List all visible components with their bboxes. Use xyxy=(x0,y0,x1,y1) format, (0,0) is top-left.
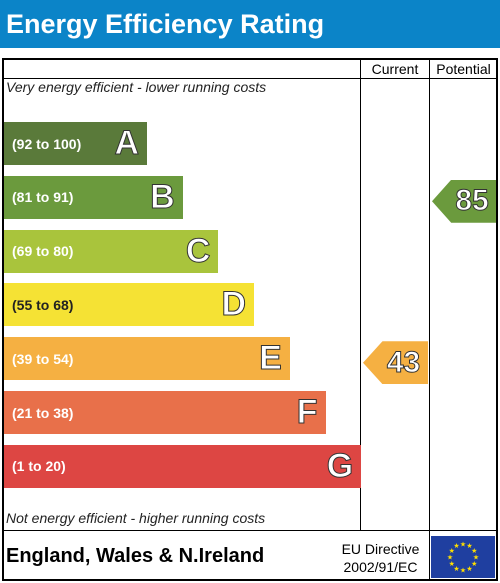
star-icon: ★ xyxy=(473,554,479,562)
eu-flag-icon: ★ ★★★★★★★★★★★ xyxy=(431,536,495,578)
band-range-label: (1 to 20) xyxy=(12,458,66,475)
column-divider-potential xyxy=(429,59,430,581)
star-icon: ★ xyxy=(449,560,455,568)
bottom-note: Not energy efficient - higher running co… xyxy=(6,510,266,526)
region-label: England, Wales & N.Ireland xyxy=(6,545,265,567)
band-range-label: (55 to 68) xyxy=(12,296,74,313)
header-row-divider xyxy=(3,78,497,79)
column-header-current: Current xyxy=(371,61,419,77)
band-range-label: (21 to 38) xyxy=(12,404,74,421)
band-letter: D xyxy=(221,285,247,324)
column-header-potential: Potential xyxy=(436,61,491,77)
star-icon: ★ xyxy=(453,565,459,573)
band-letter: A xyxy=(114,124,140,163)
band-letter: B xyxy=(150,177,176,216)
band-range-label: (69 to 80) xyxy=(12,243,74,260)
star-icon: ★ xyxy=(460,541,466,549)
band-b: (81 to 91) B xyxy=(4,175,183,219)
band-range-label: (81 to 91) xyxy=(12,189,74,206)
star-icon: ★ xyxy=(466,542,472,550)
directive-line-1: EU Directive xyxy=(341,541,420,557)
current-rating-arrow-value: 43 xyxy=(386,345,421,379)
star-icon: ★ xyxy=(460,567,466,575)
top-note: Very energy efficient - lower running co… xyxy=(6,79,267,95)
band-letter: C xyxy=(185,231,211,270)
band-d: (55 to 68) D xyxy=(4,283,255,327)
rating-table xyxy=(2,58,498,581)
band-g: (1 to 20) G xyxy=(4,444,362,488)
band-c: (69 to 80) C xyxy=(4,229,219,273)
band-f: (21 to 38) F xyxy=(4,391,326,434)
footer-row-divider xyxy=(3,530,497,531)
band-letter: G xyxy=(326,446,354,485)
band-range-label: (39 to 54) xyxy=(12,350,74,367)
star-icon: ★ xyxy=(471,560,477,568)
star-icon: ★ xyxy=(449,547,455,555)
eu-directive: EU Directive 2002/91/EC xyxy=(333,540,428,576)
band-letter: F xyxy=(296,393,318,432)
star-icon: ★ xyxy=(453,542,459,550)
star-icon: ★ xyxy=(471,547,477,555)
column-divider-current xyxy=(360,59,361,531)
band-letter: E xyxy=(259,339,283,378)
page-title: Energy Efficiency Rating xyxy=(0,0,500,48)
band-e: (39 to 54) E xyxy=(4,337,290,381)
directive-line-2: 2002/91/EC xyxy=(343,559,418,575)
star-icon: ★ xyxy=(466,565,472,573)
band-a: (92 to 100) A xyxy=(4,122,147,165)
band-range-label: (92 to 100) xyxy=(12,135,82,152)
star-icon: ★ xyxy=(447,554,453,562)
potential-rating-arrow-value: 85 xyxy=(455,184,489,218)
